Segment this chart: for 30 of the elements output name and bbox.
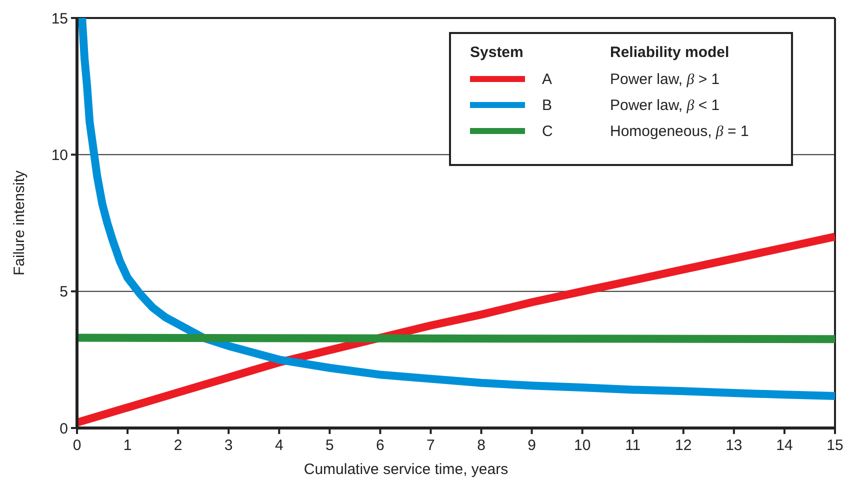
y-tick-label: 15 xyxy=(51,10,68,28)
x-tick-label: 1 xyxy=(123,437,132,454)
x-tick-label: 3 xyxy=(224,437,233,454)
annotation: Reliability model xyxy=(610,44,730,61)
y-tick-label: 0 xyxy=(60,420,68,438)
x-tick-label: 11 xyxy=(625,437,641,454)
x-tick-label: 7 xyxy=(426,437,435,454)
x-tick-label: 0 xyxy=(72,437,82,454)
x-tick-label: 4 xyxy=(274,437,284,454)
y-tick-label: 5 xyxy=(60,284,68,301)
x-tick-label: 8 xyxy=(477,437,486,454)
x-axis-title: Cumulative service time, years xyxy=(304,461,508,478)
x-tick-label: 13 xyxy=(726,437,742,454)
x-tick-label: 9 xyxy=(528,437,536,454)
x-tick-label: 14 xyxy=(776,437,793,454)
y-tick-label: 10 xyxy=(51,146,68,164)
x-tick-label: 15 xyxy=(826,437,844,454)
legend-title: System xyxy=(470,44,524,61)
annotation: Power law, β < 1 xyxy=(610,97,720,114)
legend-label: B xyxy=(542,97,552,114)
x-tick-label: 6 xyxy=(376,437,384,454)
annotation: Power law, β > 1 xyxy=(610,71,720,88)
annotation: Homogeneous, β = 1 xyxy=(610,123,749,140)
x-tick-label: 2 xyxy=(174,437,182,454)
legend-label: C xyxy=(542,123,553,140)
x-tick-label: 10 xyxy=(574,437,591,454)
legend-label: A xyxy=(542,71,552,88)
x-tick-label: 12 xyxy=(675,437,692,454)
y-axis-title: Failure intensity xyxy=(11,170,28,276)
x-tick-label: 5 xyxy=(325,437,334,454)
